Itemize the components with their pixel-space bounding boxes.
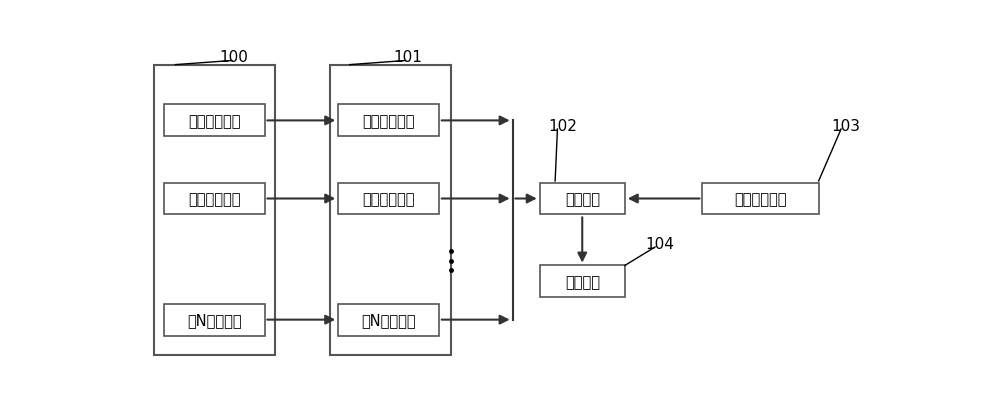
Bar: [164, 183, 264, 215]
Text: 100: 100: [219, 50, 248, 65]
Text: 103: 103: [831, 119, 860, 133]
Bar: [330, 65, 450, 355]
Text: 104: 104: [645, 236, 674, 251]
Text: 第一采集模块: 第一采集模块: [362, 114, 415, 128]
Text: 处理模块: 处理模块: [565, 192, 600, 206]
Bar: [540, 266, 625, 298]
Bar: [164, 304, 264, 336]
Bar: [338, 304, 439, 336]
Text: 第N采集模块: 第N采集模块: [361, 312, 416, 328]
Text: 显示模块: 显示模块: [565, 274, 600, 289]
Bar: [540, 183, 625, 215]
Text: 101: 101: [393, 50, 422, 65]
Text: 电源管理模块: 电源管理模块: [734, 192, 787, 206]
Bar: [702, 183, 819, 215]
Bar: [154, 65, 275, 355]
Bar: [338, 183, 439, 215]
Text: 第N功能模块: 第N功能模块: [187, 312, 241, 328]
Bar: [338, 105, 439, 137]
Bar: [164, 105, 264, 137]
Text: 第一采集模块: 第一采集模块: [362, 192, 415, 206]
Text: 第一功能模块: 第一功能模块: [188, 114, 240, 128]
Text: 102: 102: [548, 119, 577, 133]
Text: 第二功能模块: 第二功能模块: [188, 192, 240, 206]
